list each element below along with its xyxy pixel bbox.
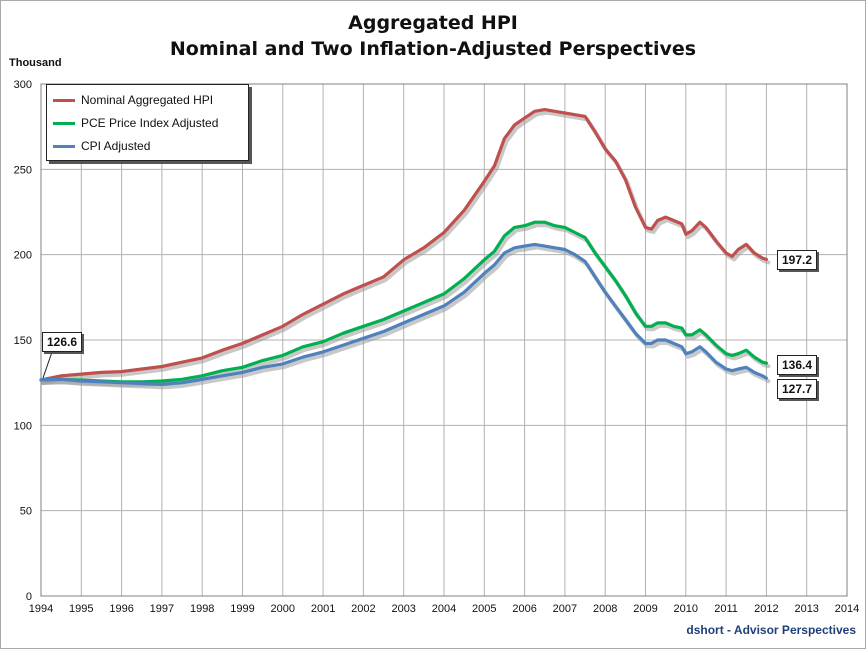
legend-label-nominal: Nominal Aggregated HPI [81, 93, 214, 107]
y-tick-label-200: 200 [14, 250, 32, 262]
nominal-end-value-label: 197.2 [777, 250, 818, 270]
series-line-0 [39, 108, 768, 382]
x-tick-label-2006: 2006 [512, 603, 536, 615]
x-tick-label-2000: 2000 [271, 603, 295, 615]
x-tick-label-2005: 2005 [472, 603, 496, 615]
x-tick-label-1998: 1998 [190, 603, 214, 615]
x-tick-label-2007: 2007 [553, 603, 577, 615]
x-tick-label-2002: 2002 [351, 603, 375, 615]
series-line-1 [39, 220, 768, 384]
series-shadow-2 [41, 245, 771, 390]
legend-item-pce: PCE Price Index Adjusted [53, 114, 218, 132]
legend: Nominal Aggregated HPI PCE Price Index A… [46, 84, 249, 161]
x-tick-label-1999: 1999 [230, 603, 254, 615]
start-value-label: 126.6 [42, 332, 83, 352]
pce-end-value-label: 136.4 [777, 355, 818, 375]
x-tick-label-1995: 1995 [69, 603, 93, 615]
x-tick-label-2009: 2009 [633, 603, 657, 615]
x-tick-label-2011: 2011 [714, 603, 738, 615]
legend-swatch-pce [53, 121, 75, 125]
y-axis-unit-label: Thousand [9, 57, 62, 69]
x-tick-label-2004: 2004 [432, 603, 456, 615]
legend-item-cpi: CPI Adjusted [53, 137, 150, 155]
y-tick-label-100: 100 [14, 420, 32, 432]
x-tick-label-1997: 1997 [150, 603, 174, 615]
y-tick-label-0: 0 [26, 591, 32, 603]
x-tick-label-2003: 2003 [391, 603, 415, 615]
y-tick-label-300: 300 [14, 79, 32, 91]
legend-swatch-nominal [53, 98, 75, 102]
legend-label-cpi: CPI Adjusted [81, 139, 151, 153]
series-shadow-1 [41, 223, 771, 387]
chart-title-line-2: Nominal and Two Inflation-Adjusted Persp… [169, 38, 697, 60]
x-tick-label-2014: 2014 [835, 603, 859, 615]
cpi-end-value-label: 127.7 [777, 379, 818, 399]
y-tick-label-50: 50 [20, 506, 32, 518]
x-tick-label-2013: 2013 [794, 603, 818, 615]
y-tick-label-250: 250 [14, 164, 32, 176]
source-credit: dshort - Advisor Perspectives [686, 623, 856, 637]
series-line-2 [39, 242, 768, 386]
x-tick-label-2010: 2010 [674, 603, 698, 615]
x-tick-label-2008: 2008 [593, 603, 617, 615]
x-tick-label-2012: 2012 [754, 603, 778, 615]
y-tick-label-150: 150 [14, 335, 32, 347]
x-tick-label-1996: 1996 [109, 603, 133, 615]
plot-area-border [40, 83, 848, 597]
series-shadow-0 [41, 110, 771, 385]
legend-swatch-cpi [53, 144, 75, 148]
chart-title-line-1: Aggregated HPI [348, 12, 518, 34]
start-label-leader [42, 351, 53, 379]
legend-item-nominal: Nominal Aggregated HPI [53, 91, 213, 109]
x-tick-label-2001: 2001 [311, 603, 335, 615]
legend-label-pce: PCE Price Index Adjusted [81, 116, 219, 130]
chart-title: Aggregated HPI Nominal and Two Inflation… [0, 10, 866, 62]
x-tick-label-1994: 1994 [29, 603, 53, 615]
